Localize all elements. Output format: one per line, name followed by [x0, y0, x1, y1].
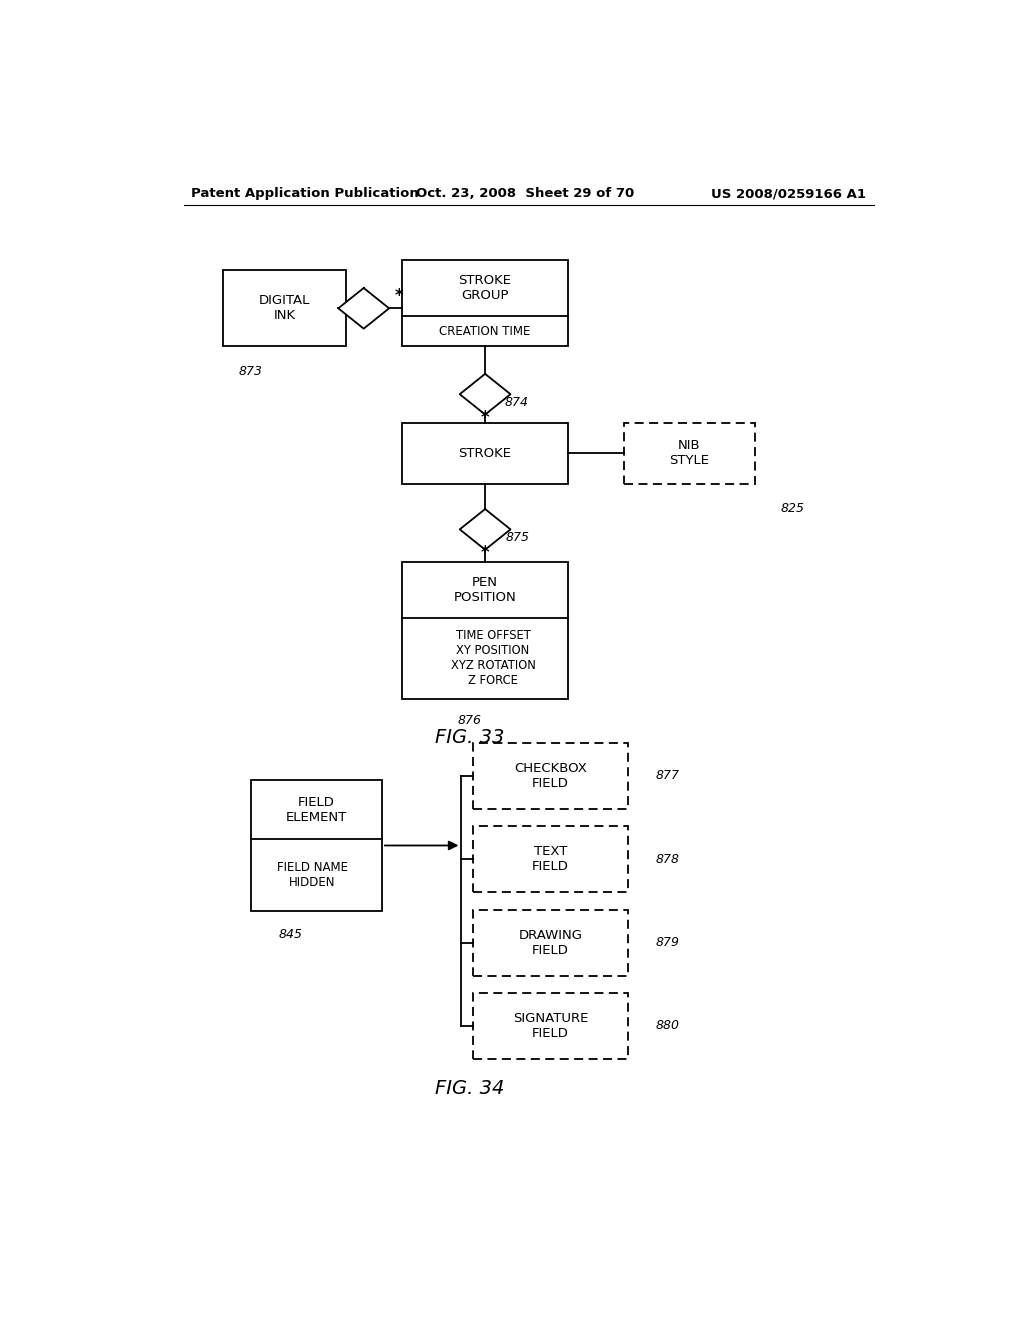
Bar [473, 909, 628, 975]
Text: 875: 875 [506, 531, 529, 544]
Text: 880: 880 [655, 1019, 680, 1032]
Text: FIELD NAME
HIDDEN: FIELD NAME HIDDEN [278, 861, 348, 888]
Bar [401, 562, 568, 700]
Text: 879: 879 [655, 936, 680, 949]
Text: CHECKBOX
FIELD: CHECKBOX FIELD [514, 762, 587, 789]
Bar [401, 260, 568, 346]
Text: 825: 825 [780, 502, 804, 515]
Text: 874: 874 [505, 396, 529, 409]
Text: PEN
POSITION: PEN POSITION [454, 576, 516, 603]
Text: US 2008/0259166 A1: US 2008/0259166 A1 [711, 187, 866, 201]
Text: CREATION TIME: CREATION TIME [439, 325, 530, 338]
Bar [473, 743, 628, 809]
Text: 873: 873 [239, 364, 263, 378]
Text: *: * [395, 288, 403, 305]
Bar [473, 826, 628, 892]
Text: TIME OFFSET
XY POSITION
XYZ ROTATION
Z FORCE: TIME OFFSET XY POSITION XYZ ROTATION Z F… [451, 630, 536, 688]
Text: 878: 878 [655, 853, 680, 866]
Text: 845: 845 [279, 928, 303, 941]
Bar [401, 422, 568, 483]
Text: DIGITAL
INK: DIGITAL INK [259, 294, 310, 322]
Text: *: * [481, 544, 489, 562]
Text: Oct. 23, 2008  Sheet 29 of 70: Oct. 23, 2008 Sheet 29 of 70 [416, 187, 634, 201]
Text: Patent Application Publication: Patent Application Publication [191, 187, 419, 201]
Text: FIG. 34: FIG. 34 [434, 1078, 504, 1098]
Bar [223, 271, 346, 346]
Polygon shape [460, 374, 511, 414]
Bar [251, 780, 382, 911]
Text: STROKE
GROUP: STROKE GROUP [459, 275, 512, 302]
Text: FIELD
ELEMENT: FIELD ELEMENT [286, 796, 347, 824]
Text: DRAWING
FIELD: DRAWING FIELD [518, 928, 583, 957]
Text: TEXT
FIELD: TEXT FIELD [532, 845, 569, 874]
Text: NIB
STYLE: NIB STYLE [670, 440, 710, 467]
Bar [624, 422, 755, 483]
Text: *: * [481, 409, 489, 426]
Bar [473, 993, 628, 1059]
Text: FIG. 33: FIG. 33 [434, 729, 504, 747]
Polygon shape [338, 288, 389, 329]
Text: STROKE: STROKE [459, 446, 512, 459]
Polygon shape [460, 510, 511, 549]
Text: SIGNATURE
FIELD: SIGNATURE FIELD [513, 1012, 588, 1040]
Text: 877: 877 [655, 770, 680, 783]
Text: 876: 876 [458, 714, 481, 727]
